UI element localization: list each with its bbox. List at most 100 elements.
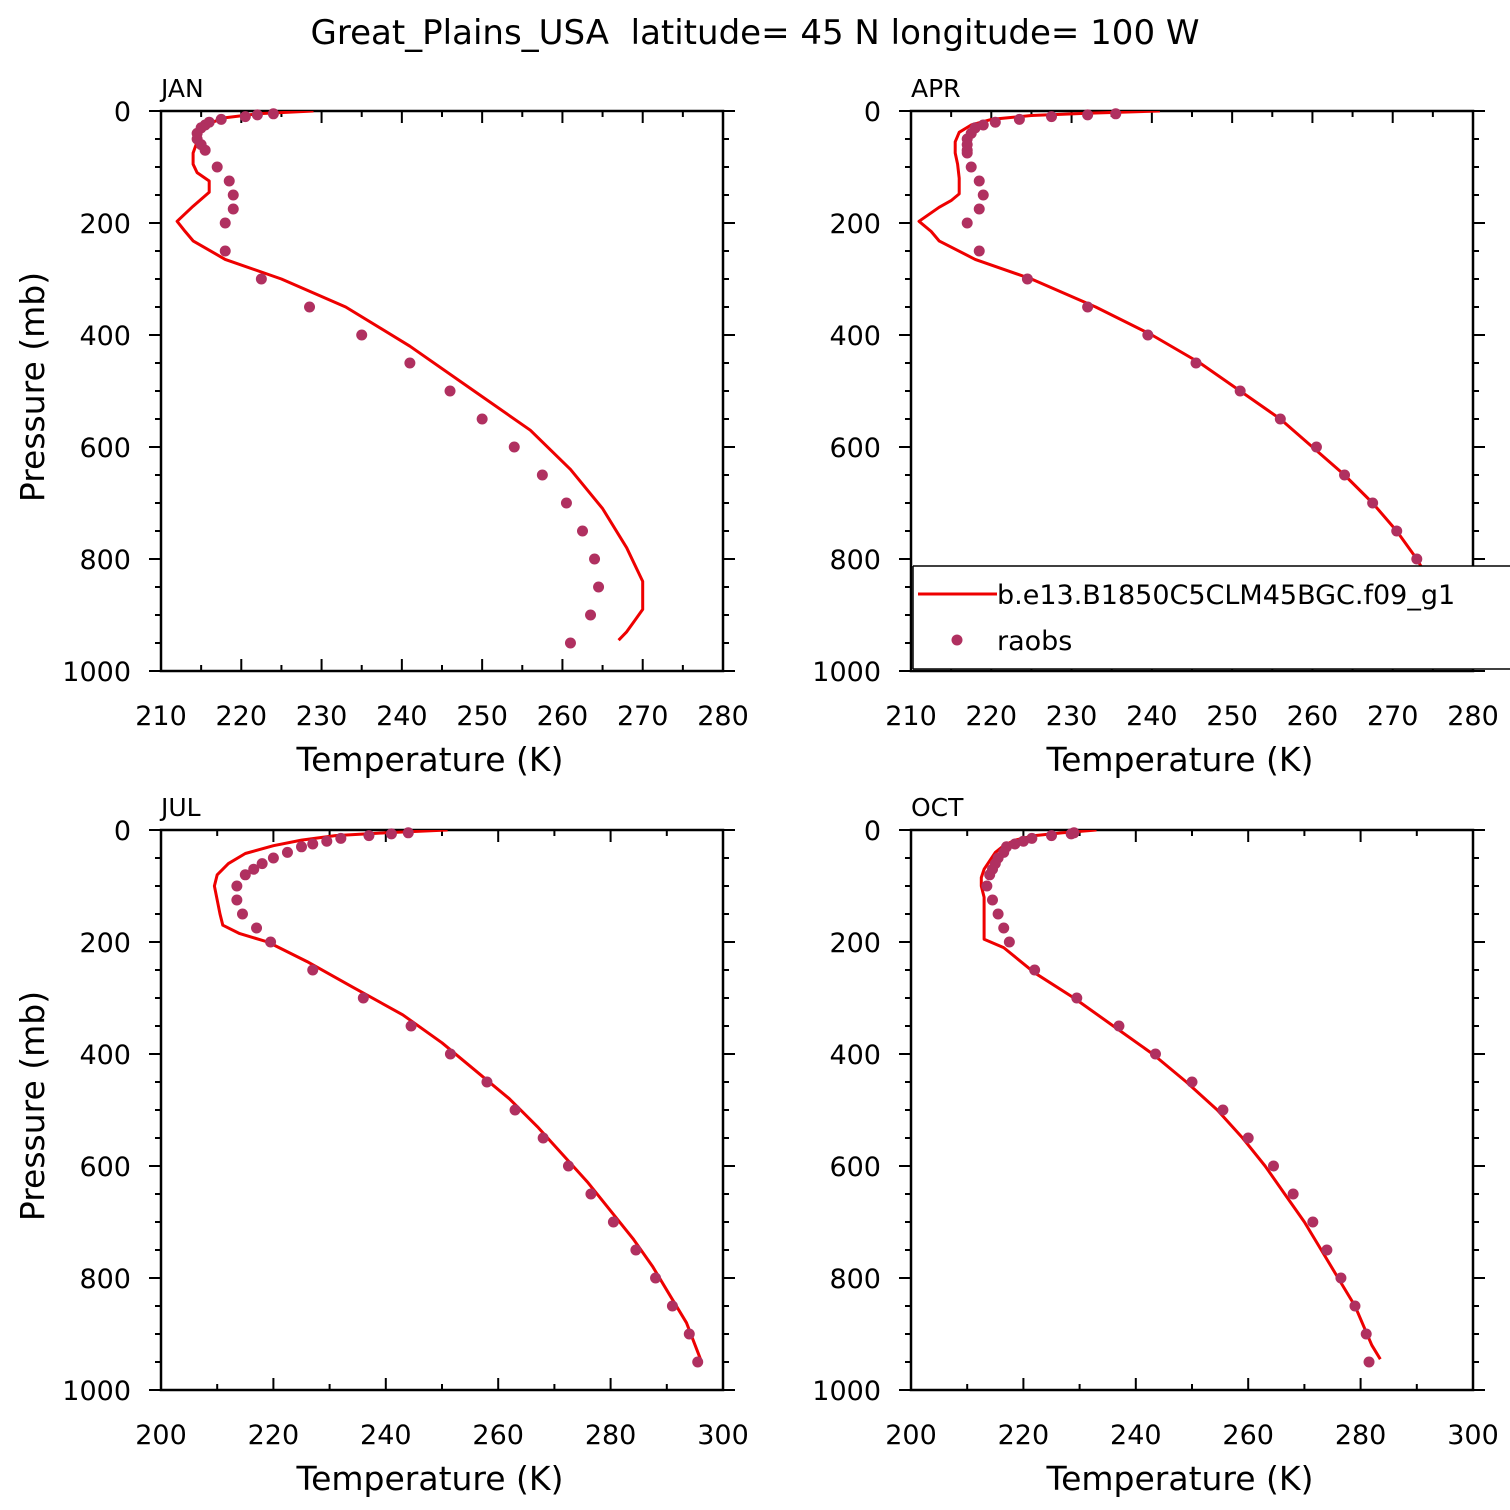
figure-title: Great_Plains_USA latitude= 45 N longitud… xyxy=(311,13,1200,53)
x-tick-label: 260 xyxy=(1222,1420,1274,1451)
y-tick-label: 200 xyxy=(829,209,881,240)
raobs-point xyxy=(223,175,235,187)
x-tick-label: 260 xyxy=(537,701,589,732)
raobs-point xyxy=(1142,329,1154,341)
raobs-point xyxy=(304,301,316,313)
x-tick-label: 280 xyxy=(697,701,749,732)
model-series-line xyxy=(175,111,645,642)
raobs-point xyxy=(650,1272,662,1284)
raobs-point xyxy=(405,1020,417,1032)
y-tick-label: 1000 xyxy=(62,1376,131,1407)
y-tick-label: 600 xyxy=(829,433,881,464)
raobs-point xyxy=(1307,1216,1319,1228)
raobs-point xyxy=(256,858,268,870)
raobs-point xyxy=(1017,835,1029,847)
raobs-point xyxy=(965,161,977,173)
raobs-point xyxy=(357,992,369,1004)
raobs-point xyxy=(560,497,572,509)
x-tick-label: 220 xyxy=(248,1420,300,1451)
raobs-point xyxy=(307,838,319,850)
x-axis-label: Temperature (K) xyxy=(1046,740,1314,779)
raobs-point xyxy=(1113,1020,1125,1032)
raobs-point xyxy=(219,245,231,257)
x-tick-label: 230 xyxy=(296,701,348,732)
x-tick-label: 250 xyxy=(456,701,508,732)
raobs-point xyxy=(1234,385,1246,397)
panel-label: JAN xyxy=(159,74,204,103)
raobs-point xyxy=(981,880,993,892)
y-axis-label: Pressure (mb) xyxy=(13,991,52,1221)
raobs-point xyxy=(231,894,243,906)
raobs-point xyxy=(1310,441,1322,453)
raobs-point xyxy=(1339,469,1351,481)
raobs-point xyxy=(255,273,267,285)
raobs-point xyxy=(1274,413,1286,425)
raobs-point xyxy=(385,828,397,840)
raobs-point xyxy=(977,189,989,201)
y-tick-label: 200 xyxy=(79,209,131,240)
x-tick-label: 240 xyxy=(360,1420,412,1451)
x-axis-label: Temperature (K) xyxy=(1046,1459,1314,1498)
raobs-point xyxy=(335,832,347,844)
raobs-point xyxy=(973,203,985,215)
panel-apr: 210 220 230 240 250 260 270 280 0 200 400 600 800 100… xyxy=(812,74,1498,779)
raobs-point xyxy=(199,144,211,156)
raobs-point xyxy=(1046,111,1057,123)
raobs-point xyxy=(564,637,576,649)
raobs-point xyxy=(585,1188,597,1200)
raobs-point xyxy=(219,217,231,229)
y-tick-label: 1000 xyxy=(812,1376,881,1407)
raobs-point xyxy=(961,147,973,159)
raobs-point xyxy=(1186,1076,1198,1088)
raobs-point xyxy=(1013,113,1025,125)
raobs-point xyxy=(265,936,277,948)
raobs-point xyxy=(1391,525,1403,537)
raobs-point xyxy=(1009,838,1021,850)
raobs-point xyxy=(251,109,263,121)
raobs-point xyxy=(589,553,601,565)
raobs-point xyxy=(444,385,456,397)
raobs-point xyxy=(509,1104,521,1116)
panel-jul: 200 220 240 260 280 300 0 200 400 600 800 1000 JUL Te… xyxy=(13,793,749,1498)
legend-dot-swatch xyxy=(951,634,963,646)
model-series-line xyxy=(917,111,1473,644)
raobs-point xyxy=(1110,108,1122,120)
x-tick-label: 260 xyxy=(472,1420,524,1451)
y-tick-label: 400 xyxy=(79,321,131,352)
y-tick-label: 400 xyxy=(79,1040,131,1071)
y-tick-label: 1000 xyxy=(812,657,881,688)
raobs-point xyxy=(1411,553,1423,565)
legend-model-label: b.e13.B1850C5CLM45BGC.f09_g1 xyxy=(997,580,1455,611)
x-axis-label: Temperature (K) xyxy=(296,1459,564,1498)
y-tick-label: 400 xyxy=(829,321,881,352)
y-tick-label: 800 xyxy=(79,545,131,576)
x-tick-label: 240 xyxy=(1110,1420,1162,1451)
raobs-point xyxy=(1190,357,1202,369)
raobs-point xyxy=(508,441,520,453)
raobs-point xyxy=(585,609,597,621)
x-tick-label: 230 xyxy=(1046,701,1098,732)
x-tick-label: 250 xyxy=(1206,701,1258,732)
legend-obs-label: raobs xyxy=(997,626,1072,657)
x-tick-label: 220 xyxy=(998,1420,1050,1451)
x-tick-label: 210 xyxy=(885,701,937,732)
raobs-point xyxy=(1065,828,1077,840)
raobs-point xyxy=(630,1244,642,1256)
y-tick-label: 800 xyxy=(829,545,881,576)
raobs-point xyxy=(536,469,548,481)
y-tick-label: 800 xyxy=(829,1264,881,1295)
raobs-point xyxy=(961,217,973,229)
x-tick-label: 200 xyxy=(885,1420,937,1451)
raobs-point xyxy=(1046,830,1057,842)
raobs-point xyxy=(1367,497,1379,509)
raobs-point xyxy=(562,1160,574,1172)
raobs-point xyxy=(402,827,414,839)
raobs-point xyxy=(973,245,985,257)
x-tick-label: 220 xyxy=(966,701,1018,732)
raobs-point xyxy=(236,908,248,920)
x-tick-label: 280 xyxy=(585,1420,637,1451)
raobs-point xyxy=(537,1132,549,1144)
y-tick-label: 0 xyxy=(114,97,131,128)
